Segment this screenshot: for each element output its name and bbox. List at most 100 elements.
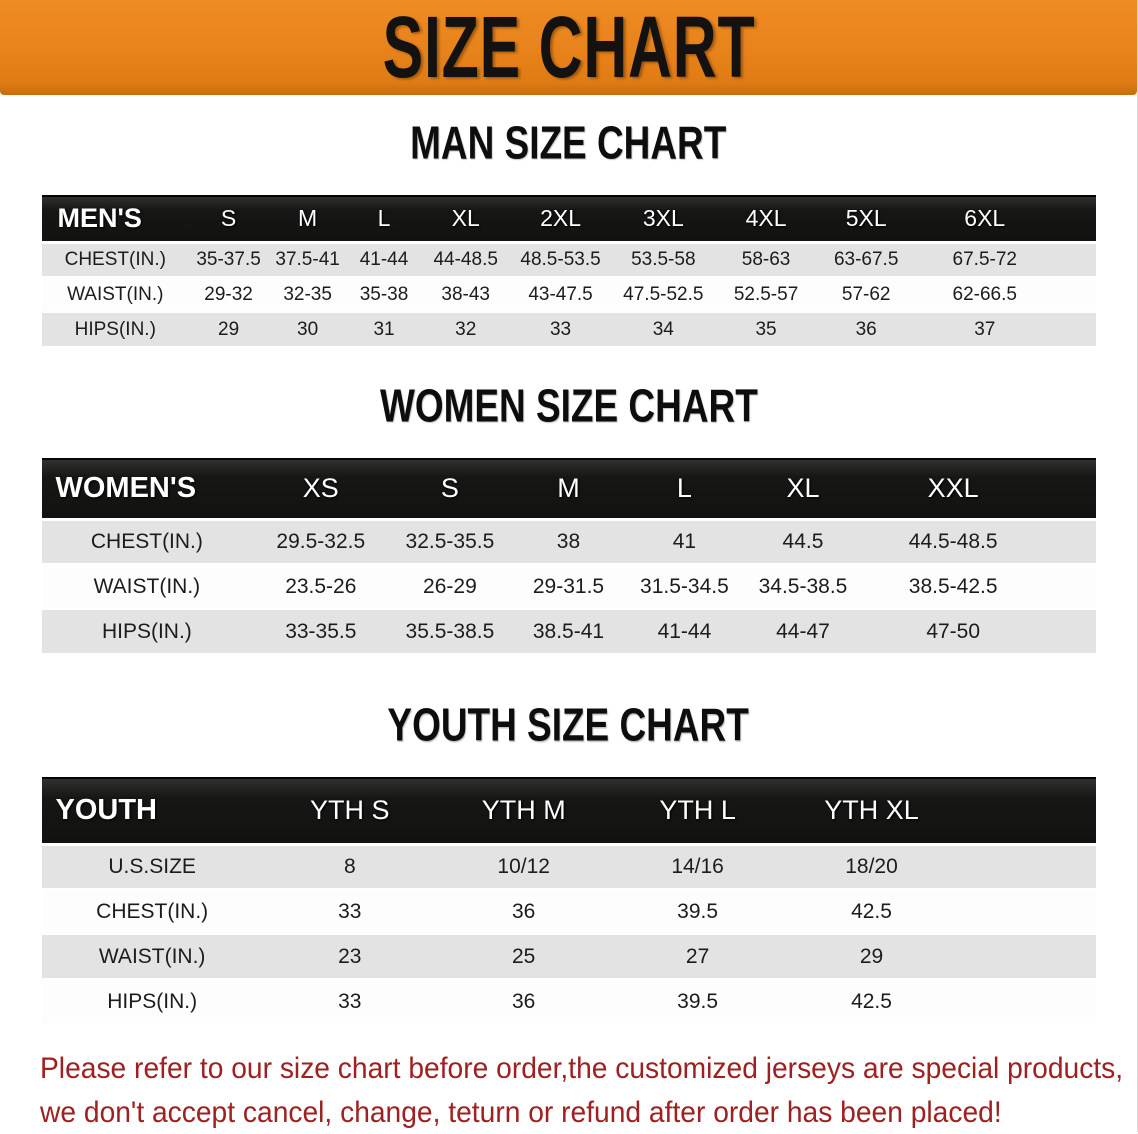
size-cell: 37 <box>916 312 1053 347</box>
men-size-header-xl: XL <box>421 196 511 242</box>
size-cell: 33 <box>510 312 610 347</box>
size-cell: 32-35 <box>268 277 347 312</box>
men-size-header-3xl: 3XL <box>611 196 716 242</box>
size-chart-banner: SIZE CHART <box>0 0 1137 95</box>
size-cell: 14/16 <box>611 844 785 889</box>
size-cell: 8 <box>263 844 437 889</box>
men-size-header-2xl: 2XL <box>510 196 610 242</box>
size-cell: 38.5-41 <box>511 609 627 654</box>
women-section-heading: WOMEN SIZE CHART <box>0 382 1137 432</box>
row-label: CHEST(IN.) <box>42 519 253 564</box>
spacer-cell <box>958 778 1095 844</box>
youth-ussize-row: U.S.SIZE 8 10/12 14/16 18/20 <box>42 844 1096 889</box>
men-section-heading: MAN SIZE CHART <box>0 119 1137 169</box>
row-label: WAIST(IN.) <box>42 934 263 979</box>
women-header-row: WOMEN'S XS S M L XL XXL <box>42 459 1096 519</box>
row-label: HIPS(IN.) <box>42 979 263 1024</box>
size-cell: 41 <box>626 519 742 564</box>
row-label: CHEST(IN.) <box>42 242 190 277</box>
size-cell: 52.5-57 <box>716 277 816 312</box>
men-waist-row: WAIST(IN.) 29-32 32-35 35-38 38-43 43-47… <box>42 277 1096 312</box>
size-cell: 47.5-52.5 <box>611 277 716 312</box>
women-size-header-m: M <box>511 459 627 519</box>
men-size-header-5xl: 5XL <box>816 196 916 242</box>
youth-size-header-xl: YTH XL <box>785 778 959 844</box>
size-cell: 29.5-32.5 <box>252 519 389 564</box>
row-label: CHEST(IN.) <box>42 889 263 934</box>
size-cell: 47-50 <box>864 609 1043 654</box>
size-cell: 35-37.5 <box>189 242 268 277</box>
youth-table-title: YOUTH <box>42 778 263 844</box>
size-cell: 33 <box>263 889 437 934</box>
spacer-cell <box>958 844 1095 889</box>
men-hips-row: HIPS(IN.) 29 30 31 32 33 34 35 36 37 <box>42 312 1096 347</box>
size-cell: 53.5-58 <box>611 242 716 277</box>
spacer-cell <box>1043 564 1096 609</box>
youth-hips-row: HIPS(IN.) 33 36 39.5 42.5 <box>42 979 1096 1024</box>
size-cell: 35-38 <box>347 277 421 312</box>
size-cell: 29-32 <box>189 277 268 312</box>
youth-size-header-s: YTH S <box>263 778 437 844</box>
men-size-header-l: L <box>347 196 421 242</box>
size-cell: 29 <box>785 934 959 979</box>
size-cell: 44-47 <box>742 609 863 654</box>
size-cell: 38 <box>511 519 627 564</box>
size-cell: 32.5-35.5 <box>389 519 510 564</box>
size-cell: 36 <box>437 889 611 934</box>
size-cell: 39.5 <box>611 979 785 1024</box>
size-cell: 67.5-72 <box>916 242 1053 277</box>
men-size-header-4xl: 4XL <box>716 196 816 242</box>
size-cell: 44.5-48.5 <box>864 519 1043 564</box>
size-cell: 36 <box>437 979 611 1024</box>
size-cell: 29 <box>189 312 268 347</box>
size-cell: 34.5-38.5 <box>742 564 863 609</box>
row-label: WAIST(IN.) <box>42 277 190 312</box>
men-size-table: MEN'S S M L XL 2XL 3XL 4XL 5XL 6XL CHEST… <box>42 195 1096 348</box>
size-cell: 33-35.5 <box>252 609 389 654</box>
size-cell: 33 <box>263 979 437 1024</box>
page-title: SIZE CHART <box>382 0 755 98</box>
size-cell: 41-44 <box>347 242 421 277</box>
youth-section-heading: YOUTH SIZE CHART <box>0 701 1137 751</box>
spacer-cell <box>1043 609 1096 654</box>
size-cell: 27 <box>611 934 785 979</box>
women-chest-row: CHEST(IN.) 29.5-32.5 32.5-35.5 38 41 44.… <box>42 519 1096 564</box>
size-cell: 31 <box>347 312 421 347</box>
men-size-header-6xl: 6XL <box>916 196 1053 242</box>
youth-waist-row: WAIST(IN.) 23 25 27 29 <box>42 934 1096 979</box>
disclaimer-line-1: Please refer to our size chart before or… <box>40 1047 1071 1091</box>
size-cell: 29-31.5 <box>511 564 627 609</box>
size-cell: 18/20 <box>785 844 959 889</box>
disclaimer-line-2: we don't accept cancel, change, teturn o… <box>40 1091 1071 1134</box>
youth-chest-row: CHEST(IN.) 33 36 39.5 42.5 <box>42 889 1096 934</box>
men-table-title: MEN'S <box>42 196 190 242</box>
size-cell: 31.5-34.5 <box>626 564 742 609</box>
size-cell: 43-47.5 <box>510 277 610 312</box>
size-cell: 34 <box>611 312 716 347</box>
size-cell: 38.5-42.5 <box>864 564 1043 609</box>
women-heading-text: WOMEN SIZE CHART <box>380 381 758 434</box>
size-cell: 32 <box>421 312 511 347</box>
women-table-title: WOMEN'S <box>42 459 253 519</box>
size-cell: 44.5 <box>742 519 863 564</box>
size-cell: 35 <box>716 312 816 347</box>
spacer-cell <box>1053 277 1095 312</box>
size-cell: 48.5-53.5 <box>510 242 610 277</box>
men-size-header-m: M <box>268 196 347 242</box>
size-cell: 42.5 <box>785 889 959 934</box>
order-disclaimer: Please refer to our size chart before or… <box>40 1047 1137 1134</box>
spacer-cell <box>1053 196 1095 242</box>
women-size-header-l: L <box>626 459 742 519</box>
men-size-header-s: S <box>189 196 268 242</box>
size-cell: 44-48.5 <box>421 242 511 277</box>
size-cell: 25 <box>437 934 611 979</box>
size-cell: 39.5 <box>611 889 785 934</box>
men-heading-text: MAN SIZE CHART <box>410 118 726 171</box>
women-size-header-s: S <box>389 459 510 519</box>
row-label: U.S.SIZE <box>42 844 263 889</box>
size-cell: 42.5 <box>785 979 959 1024</box>
spacer-cell <box>958 934 1095 979</box>
size-cell: 58-63 <box>716 242 816 277</box>
size-cell: 35.5-38.5 <box>389 609 510 654</box>
row-label: WAIST(IN.) <box>42 564 253 609</box>
